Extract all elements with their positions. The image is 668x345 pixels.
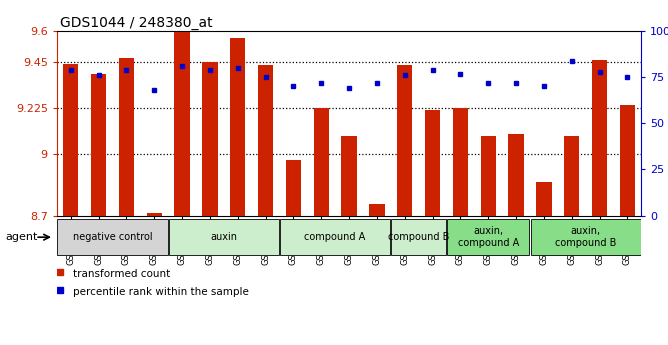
FancyBboxPatch shape bbox=[280, 219, 390, 255]
Bar bbox=[202, 62, 218, 216]
Bar bbox=[536, 182, 552, 216]
Bar bbox=[91, 74, 106, 216]
FancyBboxPatch shape bbox=[57, 219, 168, 255]
Bar bbox=[620, 105, 635, 216]
FancyBboxPatch shape bbox=[447, 219, 529, 255]
Bar bbox=[369, 204, 385, 216]
Bar bbox=[146, 213, 162, 216]
Bar bbox=[453, 108, 468, 216]
Text: agent: agent bbox=[5, 232, 37, 242]
Bar bbox=[286, 160, 301, 216]
Text: GDS1044 / 248380_at: GDS1044 / 248380_at bbox=[60, 16, 212, 30]
Text: auxin,
compound A: auxin, compound A bbox=[458, 226, 519, 248]
Bar bbox=[313, 108, 329, 216]
Text: transformed count: transformed count bbox=[73, 269, 170, 279]
Bar bbox=[508, 134, 524, 216]
Text: auxin,
compound B: auxin, compound B bbox=[555, 226, 617, 248]
FancyBboxPatch shape bbox=[169, 219, 279, 255]
Bar bbox=[174, 32, 190, 216]
Text: percentile rank within the sample: percentile rank within the sample bbox=[73, 287, 249, 297]
Bar bbox=[592, 60, 607, 216]
Bar bbox=[230, 38, 245, 216]
Bar bbox=[258, 65, 273, 216]
Bar bbox=[397, 65, 412, 216]
Bar bbox=[119, 58, 134, 216]
FancyBboxPatch shape bbox=[391, 219, 446, 255]
Bar bbox=[480, 136, 496, 216]
Bar bbox=[63, 64, 78, 216]
Text: compound B: compound B bbox=[388, 232, 450, 242]
Text: auxin: auxin bbox=[210, 232, 237, 242]
FancyBboxPatch shape bbox=[530, 219, 641, 255]
Text: compound A: compound A bbox=[305, 232, 366, 242]
Text: negative control: negative control bbox=[73, 232, 152, 242]
Bar bbox=[425, 110, 440, 216]
Bar bbox=[341, 136, 357, 216]
Bar bbox=[564, 136, 579, 216]
